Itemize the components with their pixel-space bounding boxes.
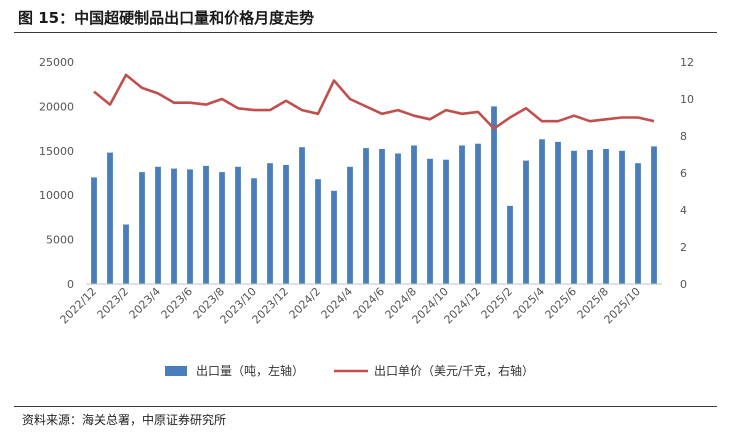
x-tick-label: 2025/4 — [511, 285, 548, 322]
bar-2025-6 — [571, 150, 577, 284]
bar-2025-9 — [619, 150, 625, 284]
y-left-tick-label: 10000 — [39, 189, 74, 202]
x-tick-label: 2023/2 — [95, 285, 132, 322]
y-right-tick-label: 10 — [680, 93, 694, 106]
y-left-tick-label: 25000 — [39, 56, 74, 69]
bar-2024-10 — [443, 159, 449, 284]
y-right-tick-label: 12 — [680, 56, 694, 69]
bar-2023-4 — [155, 166, 161, 284]
bar-2024-6 — [379, 149, 385, 284]
bar-2023-11 — [267, 163, 273, 284]
bar-2024-11 — [459, 145, 465, 284]
y-left-tick-label: 5000 — [46, 234, 74, 247]
bar-2024-2 — [315, 179, 321, 284]
figure-header: 图 15：中国超硬制品出口量和价格月度走势 — [0, 0, 733, 34]
y-right-tick-label: 8 — [680, 130, 687, 143]
bar-2024-8 — [411, 145, 417, 284]
bar-2024-12 — [475, 143, 481, 284]
y-left-tick-label: 15000 — [39, 145, 74, 158]
bar-2024-9 — [427, 158, 433, 284]
bar-2025-4 — [539, 139, 545, 284]
bar-2024-4 — [347, 166, 353, 284]
x-tick-label: 2024/4 — [319, 285, 356, 322]
bar-2023-8 — [219, 172, 225, 284]
x-tick-label: 2025/2 — [479, 285, 516, 322]
bar-2024-1 — [299, 147, 305, 284]
bar-2023-1 — [107, 152, 113, 284]
x-tick-label: 2024/2 — [287, 285, 324, 322]
x-tick-label: 2023/4 — [127, 285, 164, 322]
bar-2025-2 — [507, 205, 513, 284]
bar-2023-3 — [139, 172, 145, 284]
bar-2023-9 — [235, 166, 241, 284]
bottom-rule — [14, 406, 717, 407]
bar-2025-7 — [587, 149, 593, 284]
price-line — [93, 73, 655, 130]
bar-2023-12 — [283, 165, 289, 284]
bar-2023-6 — [187, 169, 193, 284]
bar-2023-2 — [123, 224, 129, 284]
bar-2024-3 — [331, 190, 337, 284]
legend-swatch-bar — [165, 366, 187, 376]
bar-2022-12 — [91, 177, 97, 284]
bar-2024-7 — [395, 153, 401, 284]
bar-2025-3 — [523, 160, 529, 284]
bar-2025-11 — [651, 146, 657, 284]
legend-label-volume: 出口量（吨，左轴） — [196, 363, 304, 378]
x-tick-label: 2024/6 — [351, 285, 388, 322]
y-right-tick-label: 6 — [680, 167, 687, 180]
bar-2023-10 — [251, 178, 257, 284]
bar-2025-10 — [635, 163, 641, 284]
y-left-tick-label: 20000 — [39, 100, 74, 113]
legend-label-price: 出口单价（美元/千克，右轴） — [374, 363, 534, 378]
y-right-tick-label: 0 — [680, 278, 687, 291]
bar-2024-5 — [363, 148, 369, 284]
y-right-tick-label: 4 — [680, 204, 687, 217]
x-tick-label: 2025/6 — [543, 285, 580, 322]
figure-source: 资料来源：海关总署，中原证券研究所 — [22, 413, 227, 427]
top-rule — [14, 32, 717, 33]
bar-2025-8 — [603, 149, 609, 284]
bar-2025-1 — [491, 106, 497, 285]
x-tick-label: 2022/12 — [58, 285, 100, 327]
chart: 0 5000 10000 15000 20000 25000 0 2 4 6 8 10 12 2022/1… — [39, 56, 694, 378]
x-tick-label: 2023/6 — [159, 285, 196, 322]
y-right-tick-label: 2 — [680, 241, 687, 254]
bar-2023-5 — [171, 168, 177, 284]
bar-2025-5 — [555, 141, 561, 284]
y-left-tick-label: 0 — [67, 278, 74, 291]
bar-2023-7 — [203, 165, 209, 284]
figure-title: 图 15：中国超硬制品出口量和价格月度走势 — [18, 9, 315, 27]
